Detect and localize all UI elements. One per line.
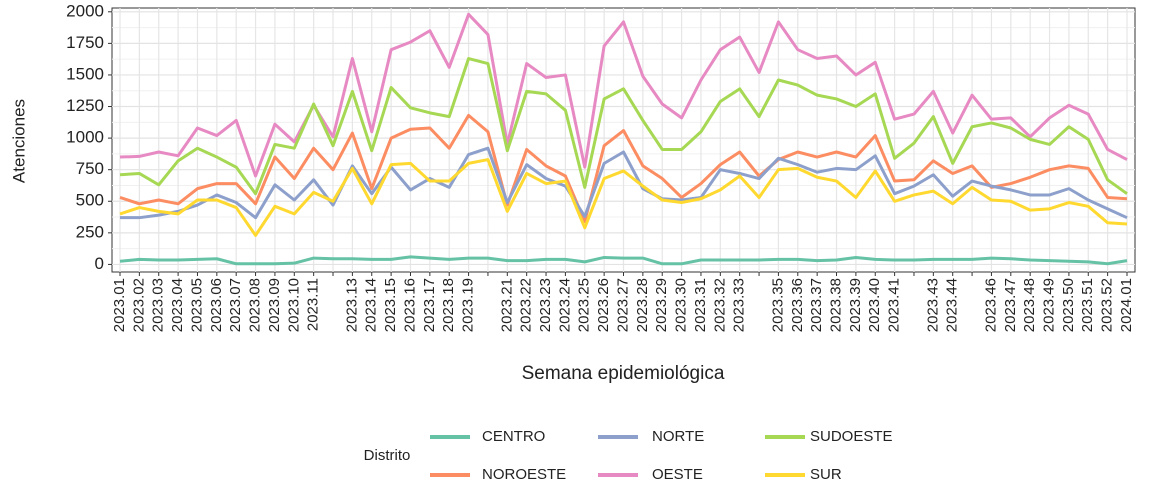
x-tick-label: 2023.50 [1060,278,1077,332]
x-tick-label: 2023.01 [111,278,128,332]
x-tick-label: 2023.48 [1021,278,1038,332]
x-tick-label: 2023.46 [982,278,999,332]
x-tick-label: 2023.17 [421,278,438,332]
x-tick-label: 2023.23 [537,278,554,332]
x-tick-label: 2023.27 [614,278,631,332]
x-tick-label: 2023.47 [1002,278,1019,332]
y-tick-label: 1750 [66,33,104,52]
x-tick-label: 2023.31 [692,278,709,332]
y-tick-label: 1250 [66,96,104,115]
legend-label: NORTE [652,428,704,445]
x-tick-label: 2023.35 [769,278,786,332]
x-tick-label: 2023.32 [711,278,728,332]
x-tick-label: 2023.19 [460,278,477,332]
x-tick-label: 2023.15 [382,278,399,332]
x-tick-label: 2023.43 [924,278,941,332]
legend-label: SUR [810,466,842,483]
y-tick-label: 1500 [66,64,104,83]
y-tick-label: 750 [76,159,104,178]
series-line [119,57,1128,196]
x-tick-label: 2023.25 [576,278,593,332]
x-tick-label: 2023.51 [1079,278,1096,332]
y-axis-title: Atenciones [9,99,28,183]
y-tick-label: 500 [76,191,104,210]
x-tick-label: 2023.22 [518,278,535,332]
legend-label: OESTE [652,466,703,483]
x-tick-label: 2023.36 [789,278,806,332]
x-tick-label: 2023.08 [247,278,264,332]
x-tick-label: 2023.14 [363,278,380,332]
x-tick-label: 2023.11 [305,278,322,331]
x-tick-label: 2023.28 [634,278,651,332]
series-line [120,146,1128,220]
series-line [119,113,1128,223]
x-tick-label: 2023.24 [556,278,573,332]
x-tick-label: 2023.52 [1099,278,1116,332]
x-tick-label: 2023.33 [731,278,748,332]
x-tick-label: 2023.29 [653,278,670,332]
legend-title: Distrito [364,447,411,464]
x-tick-label: 2023.40 [866,278,883,332]
x-tick-label: 2023.38 [827,278,844,332]
x-tick-label: 2023.37 [808,278,825,332]
series-line [119,255,1128,266]
x-tick-label: 2024.01 [1118,278,1135,332]
x-tick-label: 2023.09 [266,278,283,332]
y-tick-label: 1000 [66,128,104,147]
x-tick-label: 2023.06 [208,278,225,332]
y-tick-label: 2000 [66,1,104,20]
x-tick-label: 2023.18 [440,278,457,332]
x-tick-label: 2023.02 [130,278,147,332]
legend-label: NOROESTE [482,466,566,483]
x-tick-label: 2023.21 [498,278,515,332]
x-tick-label: 2023.05 [188,278,205,332]
x-tick-label: 2023.13 [343,278,360,332]
x-tick-label: 2023.16 [401,278,418,332]
y-tick-label: 0 [95,254,104,273]
x-tick-label: 2023.30 [673,278,690,332]
x-tick-label: 2023.07 [227,278,244,332]
x-tick-label: 2023.26 [595,278,612,332]
x-tick-label: 2023.04 [169,278,186,332]
series-line [119,158,1128,237]
x-tick-label: 2023.41 [886,278,903,332]
legend-label: SUDOESTE [810,428,893,445]
x-axis-title: Semana epidemiológica [522,363,725,384]
x-tick-label: 2023.10 [285,278,302,332]
x-tick-label: 2023.03 [150,278,167,332]
series-line [119,12,1128,178]
y-tick-label: 250 [76,222,104,241]
x-tick-label: 2023.44 [944,278,961,332]
x-tick-label: 2023.49 [1041,278,1058,332]
x-tick-label: 2023.39 [847,278,864,332]
legend-label: CENTRO [482,428,545,445]
